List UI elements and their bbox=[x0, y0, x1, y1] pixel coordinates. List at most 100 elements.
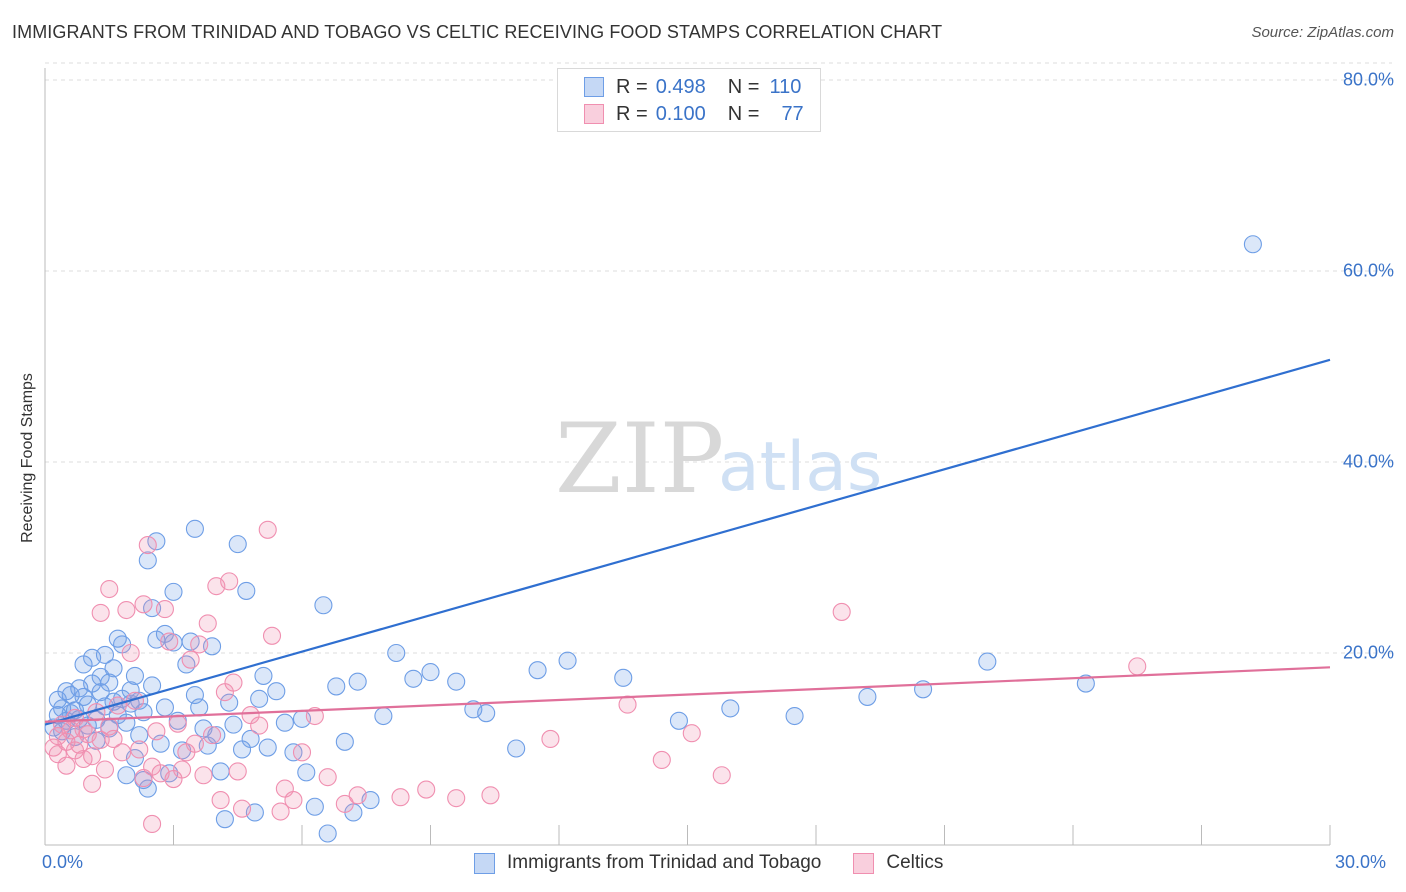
point-immigrants bbox=[721, 699, 740, 718]
point-immigrants bbox=[258, 738, 277, 757]
point-celtics bbox=[832, 602, 851, 621]
point-immigrants bbox=[614, 668, 633, 687]
point-immigrants bbox=[327, 677, 346, 696]
point-immigrants bbox=[785, 706, 804, 726]
point-celtics bbox=[1128, 657, 1147, 676]
point-immigrants bbox=[100, 673, 119, 692]
x-tick-min: 0.0% bbox=[42, 852, 84, 872]
point-celtics bbox=[305, 706, 324, 726]
point-celtics bbox=[224, 673, 243, 692]
point-immigrants bbox=[297, 763, 316, 782]
point-celtics bbox=[83, 774, 102, 793]
chart-title: IMMIGRANTS FROM TRINIDAD AND TOBAGO VS C… bbox=[12, 22, 943, 42]
point-immigrants bbox=[185, 519, 204, 538]
point-celtics bbox=[130, 740, 149, 759]
point-celtics bbox=[138, 536, 157, 555]
point-celtics bbox=[447, 789, 466, 808]
point-celtics bbox=[104, 729, 123, 749]
point-celtics bbox=[134, 595, 153, 614]
point-immigrants bbox=[374, 706, 393, 726]
point-celtics bbox=[335, 794, 354, 813]
source-credit: Source: ZipAtlas.com bbox=[1251, 24, 1394, 41]
point-celtics bbox=[391, 788, 410, 807]
point-immigrants bbox=[978, 652, 997, 671]
point-immigrants bbox=[404, 669, 423, 688]
point-celtics bbox=[147, 722, 166, 741]
point-celtics bbox=[652, 750, 671, 770]
point-immigrants bbox=[254, 666, 273, 685]
point-celtics bbox=[228, 762, 247, 781]
point-celtics bbox=[117, 600, 136, 620]
legend-row-celtics: R = 0.100 N = 77 bbox=[584, 102, 804, 126]
point-celtics bbox=[292, 743, 312, 762]
point-immigrants bbox=[507, 739, 526, 758]
trendline-immigrants bbox=[44, 358, 1331, 726]
point-immigrants bbox=[528, 661, 547, 680]
legend-row-immigrants: R = 0.498 N = 110 bbox=[584, 75, 801, 99]
point-celtics bbox=[143, 814, 162, 833]
point-immigrants bbox=[477, 704, 496, 723]
point-immigrants bbox=[211, 762, 230, 781]
point-immigrants bbox=[421, 663, 440, 682]
point-celtics bbox=[155, 600, 174, 619]
point-immigrants bbox=[858, 687, 877, 706]
point-immigrants bbox=[228, 535, 247, 554]
point-celtics bbox=[91, 730, 110, 749]
legend-item-celtics: Celtics bbox=[853, 852, 943, 874]
point-immigrants bbox=[215, 810, 234, 829]
point-immigrants bbox=[117, 713, 136, 732]
y-tick-label: 60.0% bbox=[1342, 260, 1394, 281]
point-celtics bbox=[682, 724, 701, 743]
point-celtics bbox=[168, 714, 187, 733]
point-celtics bbox=[211, 791, 230, 810]
legend-swatch-pink bbox=[853, 852, 875, 874]
point-immigrants bbox=[130, 726, 149, 745]
point-immigrants bbox=[104, 659, 123, 678]
y-tick-label: 80.0% bbox=[1342, 69, 1394, 90]
point-immigrants bbox=[305, 797, 324, 816]
watermark-zip: ZIP bbox=[555, 403, 724, 515]
trendlines bbox=[44, 358, 1331, 726]
point-celtics bbox=[220, 572, 239, 591]
y-tick-label: 20.0% bbox=[1342, 642, 1394, 663]
data-points bbox=[44, 235, 1262, 843]
point-immigrants bbox=[143, 599, 162, 618]
legend-label-celtics: Celtics bbox=[886, 852, 944, 873]
legend-item-immigrants: Immigrants from Trinidad and Tobago bbox=[474, 852, 821, 874]
point-immigrants bbox=[190, 698, 209, 717]
point-immigrants bbox=[95, 645, 115, 664]
point-immigrants bbox=[155, 698, 174, 717]
point-celtics bbox=[318, 768, 337, 787]
point-celtics bbox=[173, 760, 192, 779]
point-immigrants bbox=[147, 532, 166, 551]
point-immigrants bbox=[1243, 235, 1262, 254]
point-celtics bbox=[541, 729, 560, 749]
point-immigrants bbox=[314, 596, 333, 615]
legend-label-immigrants: Immigrants from Trinidad and Tobago bbox=[507, 852, 822, 873]
point-immigrants bbox=[224, 715, 243, 734]
legend-n-label: N = bbox=[727, 75, 760, 98]
legend-swatch-blue bbox=[584, 77, 604, 97]
legend-r-label: R = bbox=[616, 102, 648, 125]
point-immigrants bbox=[558, 651, 577, 670]
point-immigrants bbox=[267, 682, 286, 701]
point-celtics bbox=[348, 786, 367, 805]
correlation-legend: R = 0.498 N = 110 R = 0.100 N = 77 bbox=[557, 68, 821, 132]
point-celtics bbox=[181, 650, 200, 669]
point-immigrants bbox=[250, 689, 269, 708]
point-immigrants bbox=[1076, 674, 1095, 693]
point-celtics bbox=[417, 780, 436, 799]
trendline-celtics bbox=[44, 666, 1331, 723]
point-celtics bbox=[194, 766, 213, 785]
point-immigrants bbox=[117, 766, 136, 785]
point-immigrants bbox=[207, 726, 226, 745]
point-immigrants bbox=[241, 729, 260, 749]
point-celtics bbox=[185, 734, 204, 753]
legend-r-label: R = bbox=[616, 75, 648, 98]
point-celtics bbox=[91, 603, 110, 622]
point-celtics bbox=[481, 786, 500, 805]
point-immigrants bbox=[237, 581, 256, 600]
point-celtics bbox=[258, 520, 277, 539]
point-immigrants bbox=[125, 666, 144, 685]
series-legend: Immigrants from Trinidad and Tobago Celt… bbox=[474, 852, 975, 874]
